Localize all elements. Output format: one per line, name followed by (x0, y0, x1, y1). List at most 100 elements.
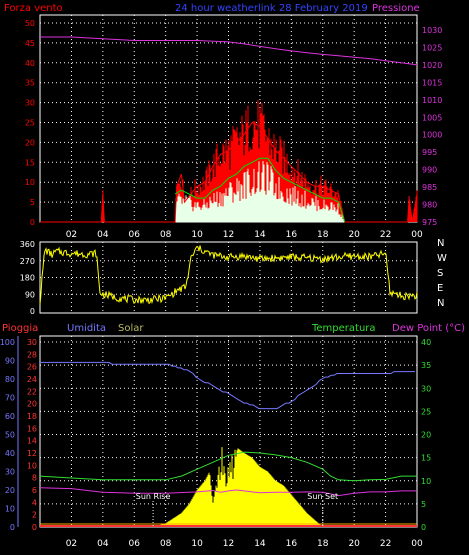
rain-tick-label: 30 (27, 338, 37, 347)
humidity-tick-label: 40 (5, 449, 15, 458)
compass-label-e: E (437, 283, 443, 294)
y-tick-label: 0 (30, 307, 35, 316)
dewpoint-line (39, 487, 417, 497)
pressure-axis-title: Pressione (372, 3, 420, 14)
temp-tick-label: 15 (421, 454, 431, 463)
x-tick-label: 12 (223, 230, 234, 240)
x-tick-label: 14 (254, 539, 266, 549)
y-tick-label: 5 (30, 198, 35, 207)
avg-wind-line (174, 157, 346, 223)
temperature-axis-title: Temperatura (311, 323, 376, 334)
y-tick-label: 1025 (422, 43, 442, 52)
wind-speed-line (40, 121, 418, 223)
pressure-line (40, 36, 418, 66)
wind-direction-line (39, 245, 418, 305)
x-tick-label: 02 (66, 230, 77, 240)
humidity-tick-label: 50 (5, 431, 15, 440)
x-tick-label: 10 (191, 539, 203, 549)
rain-tick-label: 16 (27, 424, 37, 433)
temp-tick-label: 5 (421, 500, 426, 509)
humidity-line (40, 361, 415, 410)
x-tick-label: 08 (160, 539, 172, 549)
x-tick-label: 02 (66, 539, 77, 549)
x-tick-label: 12 (223, 539, 234, 549)
y-tick-label: 10 (25, 178, 35, 187)
y-tick-label: 980 (422, 201, 437, 210)
y-tick-label: 270 (20, 257, 35, 266)
humidity-tick-label: 90 (5, 357, 15, 366)
rain-tick-label: 24 (27, 375, 37, 384)
y-tick-label: 985 (422, 183, 437, 192)
y-tick-label: 45 (25, 39, 35, 48)
y-tick-label: 180 (20, 274, 35, 283)
temp-tick-label: 25 (421, 407, 431, 416)
y-tick-label: 1015 (422, 78, 442, 87)
temp-tick-label: 0 (421, 523, 426, 532)
y-tick-label: 35 (25, 79, 35, 88)
y-tick-label: 0 (30, 218, 35, 227)
humidity-tick-label: 30 (5, 468, 15, 477)
wind-axis-title: Forza vento (4, 3, 63, 14)
x-tick-label: 04 (97, 539, 109, 549)
x-tick-label: 10 (191, 230, 203, 240)
rain-axis-title: Pioggia (2, 323, 38, 334)
temp-tick-label: 20 (421, 431, 431, 440)
compass-label-s: S (437, 268, 443, 279)
x-tick-label: 20 (348, 539, 360, 549)
humidity-tick-label: 60 (5, 412, 15, 421)
compass-label-w: W (437, 253, 447, 264)
y-tick-label: 990 (422, 166, 437, 175)
x-tick-label: 06 (129, 539, 141, 549)
compass-label-n: N (437, 298, 444, 309)
rain-tick-label: 26 (27, 363, 37, 372)
y-tick-label: 975 (422, 218, 437, 227)
y-tick-label: 995 (422, 148, 437, 157)
y-tick-label: 25 (25, 119, 35, 128)
x-tick-label: 00 (411, 230, 423, 240)
plot-frame (39, 241, 418, 314)
x-tick-label: 18 (317, 230, 329, 240)
temperature-line (39, 451, 417, 482)
rain-tick-label: 2 (32, 511, 37, 520)
rain-tick-label: 28 (27, 350, 37, 359)
y-tick-label: 40 (25, 59, 35, 68)
rain-tick-label: 12 (27, 449, 37, 458)
sunset-label: Sun Set (307, 492, 338, 501)
temp-tick-label: 40 (421, 338, 431, 347)
temp-tick-label: 10 (421, 477, 431, 486)
x-tick-label: 22 (380, 230, 391, 240)
solar-axis-title: Solar (118, 323, 144, 334)
x-tick-label: 04 (97, 230, 109, 240)
y-tick-label: 1010 (422, 96, 442, 105)
wind-pressure-panel: 0510152025303540455097598098599099510001… (25, 14, 442, 240)
rain-tick-label: 20 (27, 400, 37, 409)
y-tick-label: 1005 (422, 113, 442, 122)
dewpoint-axis-title: Dew Point (°C) (392, 323, 465, 334)
y-tick-label: 90 (25, 290, 35, 299)
x-tick-label: 14 (254, 230, 266, 240)
rain-tick-label: 22 (27, 387, 37, 396)
y-tick-label: 30 (25, 99, 35, 108)
x-tick-label: 22 (380, 539, 391, 549)
y-tick-label: 50 (25, 19, 35, 28)
y-tick-label: 20 (25, 138, 35, 147)
rain-tick-label: 10 (27, 461, 37, 470)
x-tick-label: 18 (317, 539, 329, 549)
rain-tick-label: 6 (32, 486, 37, 495)
y-tick-label: 15 (25, 158, 35, 167)
humidity-tick-label: 0 (10, 523, 15, 532)
temp-tick-label: 30 (421, 384, 431, 393)
y-tick-label: 360 (20, 240, 35, 249)
chart-title: 24 hour weatherlink 28 February 2019 (175, 3, 368, 14)
humidity-tick-label: 20 (5, 486, 15, 495)
y-tick-label: 1020 (422, 61, 442, 70)
x-tick-label: 08 (160, 230, 172, 240)
temp-humidity-solar-panel: 0102030405060708090100024681012141618202… (0, 335, 431, 549)
humidity-tick-label: 80 (5, 375, 15, 384)
x-tick-label: 16 (286, 230, 298, 240)
temp-tick-label: 35 (421, 361, 431, 370)
x-tick-label: 16 (286, 539, 298, 549)
y-tick-label: 1000 (422, 131, 442, 140)
y-tick-label: 1030 (422, 26, 442, 35)
